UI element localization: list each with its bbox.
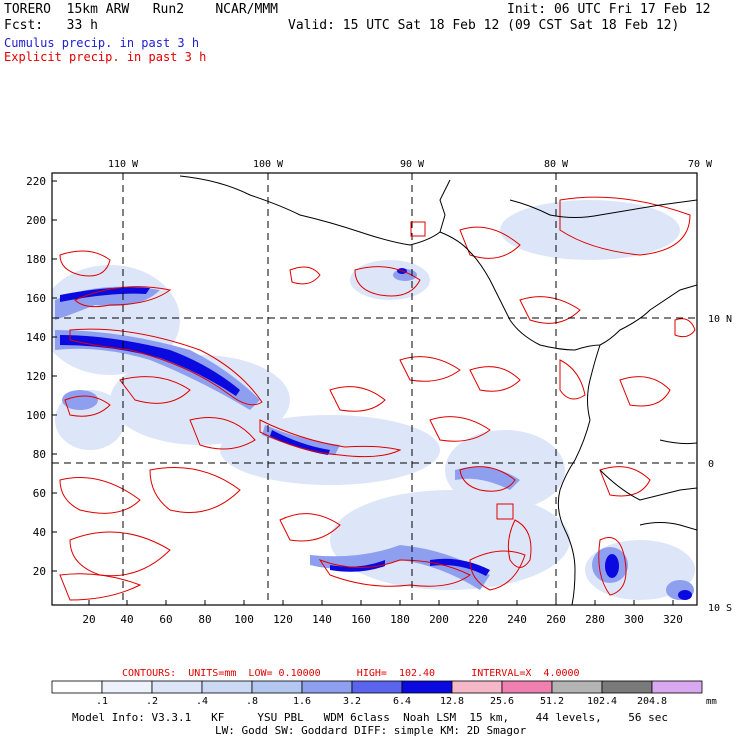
lon-label-80w: 80 W: [544, 159, 569, 170]
colorbar-swatch: [201, 680, 253, 694]
explicit-contours: [59, 196, 696, 601]
colorbar-label: 25.6: [490, 696, 514, 707]
colorbar-swatch: [401, 680, 453, 694]
colorbar-swatch: [101, 680, 153, 694]
colorbar-swatch: [651, 680, 703, 694]
colorbar-label: .4: [196, 696, 208, 707]
colorbar-label: 102.4: [587, 696, 617, 707]
y-tick-label: 220: [26, 175, 46, 188]
plot-frame: [51, 172, 698, 606]
colorbar-swatch: [501, 680, 553, 694]
x-tick-labels: 20 40 60 80 100 120 140 160 180 200 220 …: [82, 613, 683, 626]
lat-labels: 10 N 0 10 S: [708, 314, 732, 614]
x-tick-label: 200: [429, 613, 449, 626]
colorbar-swatch: [451, 680, 503, 694]
lat-label-10n: 10 N: [708, 314, 732, 325]
x-tick-label: 160: [351, 613, 371, 626]
lat-label-0: 0: [708, 459, 714, 470]
y-tick-label: 40: [33, 526, 46, 539]
lon-label-70w: 70 W: [688, 159, 713, 170]
colorbar-unit: mm: [706, 697, 717, 707]
x-tick-label: 180: [390, 613, 410, 626]
header-model: TORERO 15km ARW Run2 NCAR/MMM: [4, 2, 278, 17]
colorbar-swatch: [601, 680, 653, 694]
x-tick-label: 60: [159, 613, 172, 626]
colorbar-swatch: [351, 680, 403, 694]
physics-info: LW: Godd SW: Goddard DIFF: simple KM: 2D…: [215, 724, 527, 737]
marker-box-north: [410, 221, 426, 237]
colorbar-label: 3.2: [343, 696, 361, 707]
y-tick-label: 120: [26, 370, 46, 383]
colorbar-swatch: [251, 680, 303, 694]
fcst-label: Fcst:: [4, 18, 44, 33]
x-tick-label: 20: [82, 613, 95, 626]
x-tick-label: 260: [546, 613, 566, 626]
colorbar-label: 6.4: [393, 696, 411, 707]
lon-label-100w: 100 W: [253, 159, 284, 170]
y-tick-label: 20: [33, 565, 46, 578]
lat-lon-grid: [52, 173, 697, 605]
y-tick-label: 160: [26, 292, 46, 305]
marker-box-south: [496, 503, 514, 520]
colorbar-label: .2: [146, 696, 158, 707]
colorbar-label: 51.2: [540, 696, 564, 707]
x-tick-label: 40: [120, 613, 133, 626]
y-tick-label: 200: [26, 214, 46, 227]
x-tick-label: 120: [273, 613, 293, 626]
y-tick-label: 60: [33, 487, 46, 500]
y-tick-labels: 220 200 180 160 140 120 100 80 60 40 20: [26, 175, 46, 578]
colorbar-swatch: [551, 680, 603, 694]
shade-heavy: [60, 268, 692, 600]
colorbar-swatch: [151, 680, 203, 694]
model-resolution: 15km ARW: [66, 2, 130, 17]
model-name: TORERO: [4, 2, 51, 17]
lon-label-110w: 110 W: [108, 159, 139, 170]
lon-label-90w: 90 W: [400, 159, 425, 170]
colorbar-label: 12.8: [440, 696, 464, 707]
y-tick-label: 140: [26, 331, 46, 344]
colorbar-swatch: [51, 680, 103, 694]
y-tick-label: 80: [33, 448, 46, 461]
contour-info: CONTOURS: UNITS=mm LOW= 0.10000 HIGH= 10…: [122, 668, 580, 679]
y-ticks: [52, 180, 57, 572]
x-tick-label: 80: [198, 613, 211, 626]
x-tick-label: 100: [234, 613, 254, 626]
field-title-explicit: Explicit precip. in past 3 h: [4, 50, 207, 64]
init-time: Init: 06 UTC Fri 17 Feb 12: [507, 2, 711, 17]
x-tick-label: 240: [507, 613, 527, 626]
field-title-cumulus: Cumulus precip. in past 3 h: [4, 36, 200, 50]
colorbar-label: 204.8: [637, 696, 667, 707]
org-label: NCAR/MMM: [215, 2, 278, 17]
forecast-hour: Fcst: 33 h: [4, 18, 98, 33]
fcst-value: 33 h: [66, 18, 98, 33]
x-tick-label: 300: [624, 613, 644, 626]
lat-label-10s: 10 S: [708, 603, 732, 614]
shade-light: [52, 200, 695, 600]
model-info: Model Info: V3.3.1 KF YSU PBL WDM 6class…: [72, 711, 669, 724]
run-label: Run2: [152, 2, 185, 17]
colorbar: .1 .2 .4 .8 1.6 3.2 6.4 12.8 25.6 51.2 102.4 204.8 m…: [51, 680, 717, 707]
colorbar-label: .8: [246, 696, 258, 707]
colorbar-swatch: [301, 680, 353, 694]
x-tick-label: 220: [468, 613, 488, 626]
colorbar-label: 1.6: [293, 696, 311, 707]
x-tick-label: 280: [585, 613, 605, 626]
x-tick-label: 140: [312, 613, 332, 626]
x-tick-label: 320: [663, 613, 683, 626]
valid-time: Valid: 15 UTC Sat 18 Feb 12 (09 CST Sat …: [288, 18, 680, 33]
x-ticks: [88, 600, 674, 605]
y-tick-label: 100: [26, 409, 46, 422]
y-tick-label: 180: [26, 253, 46, 266]
precip-field: [52, 173, 697, 605]
colorbar-label: .1: [96, 696, 108, 707]
